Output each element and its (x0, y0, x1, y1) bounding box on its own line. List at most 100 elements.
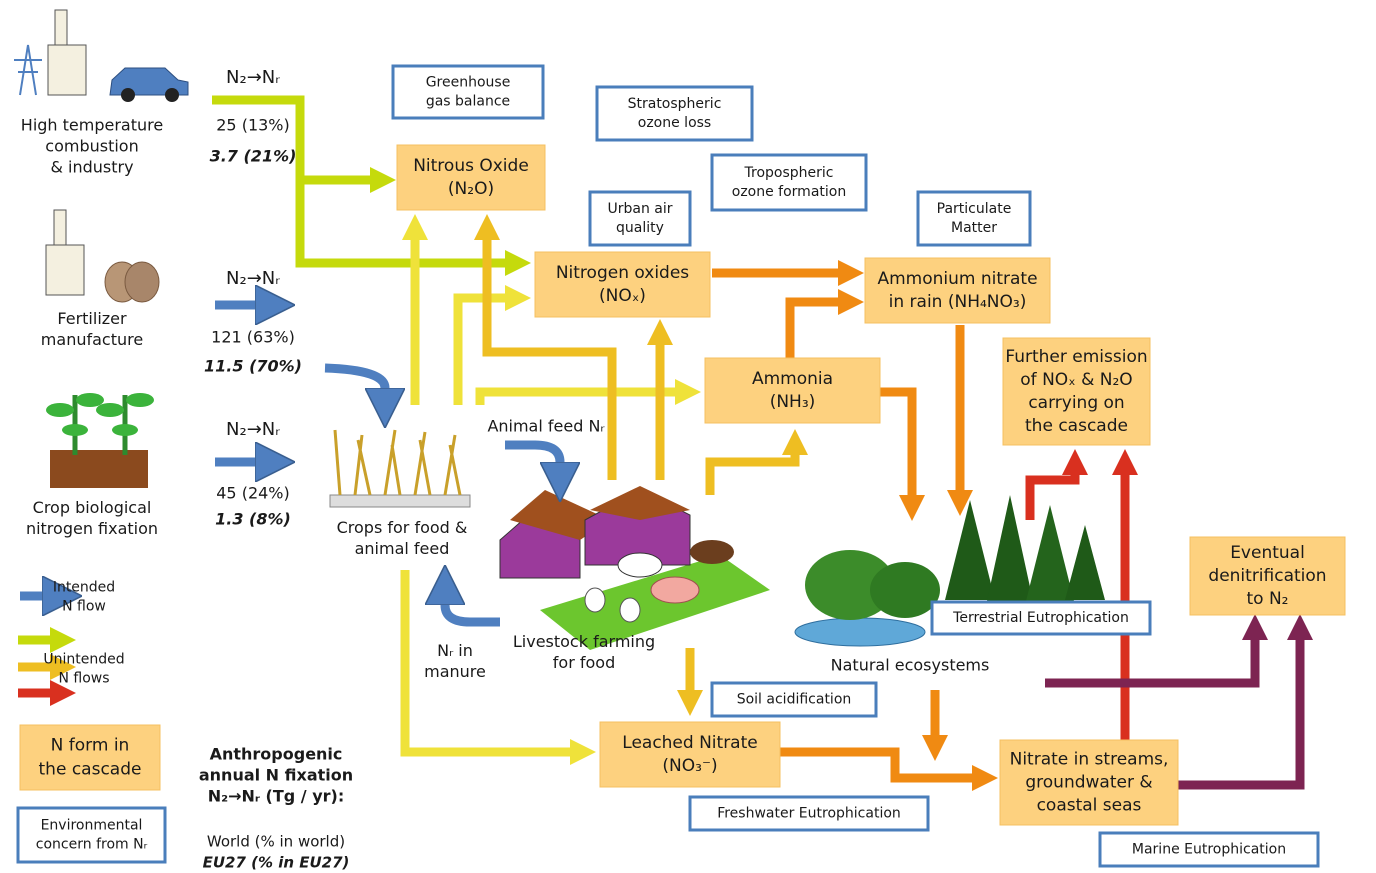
n-form-box (1002, 337, 1151, 446)
icon-shape (333, 429, 462, 496)
icon-shape (112, 424, 138, 436)
place-label: Nᵣ in (437, 641, 473, 660)
n-form-label: (NOₓ) (599, 286, 646, 306)
concern-label: ozone loss (638, 115, 711, 131)
n-form-label: the cascade (1025, 416, 1128, 436)
icon-shape (1065, 525, 1105, 600)
flow-arrow (474, 214, 617, 480)
legend-concern-label: Environmental (41, 818, 143, 834)
legend-n-form-label: the cascade (39, 760, 142, 780)
n-form-label: Eventual (1230, 543, 1305, 563)
concern-box (688, 795, 930, 832)
concern-label: Freshwater Eutrophication (717, 806, 901, 822)
concern-label: Particulate (937, 201, 1012, 217)
n-form-box (864, 257, 1051, 324)
concern-label: Tropospheric (744, 165, 834, 181)
concern-box (930, 600, 1152, 636)
flow-arrow (1178, 614, 1313, 790)
flow-arrow (505, 440, 560, 462)
footnote-title: Anthropogenic (210, 745, 343, 764)
eu27-value: 1.3 (8%) (215, 510, 291, 529)
flow-arrow (780, 747, 998, 791)
icon-shape (945, 500, 995, 600)
world-value: 25 (13%) (216, 116, 290, 135)
icon-shape (985, 495, 1035, 610)
source-label: nitrogen fixation (26, 519, 158, 538)
n-form-label: Further emission (1005, 347, 1147, 367)
icon-shape (590, 486, 690, 520)
icon-shape (14, 44, 42, 96)
place-label: for food (553, 653, 615, 672)
flow-arrow (785, 289, 864, 358)
legend-unintended: N flows (58, 671, 109, 687)
concern-label: Marine Eutrophication (1132, 842, 1286, 858)
icon-shape (47, 44, 87, 96)
icon-shape (1025, 505, 1075, 605)
n-form-box (1189, 536, 1346, 616)
flows (18, 95, 1313, 791)
source-label: Crop biological (33, 498, 152, 517)
n-form-label: Nitrate in streams, (1010, 750, 1169, 770)
concern-box (710, 681, 878, 718)
place-label: Crops for food & (337, 518, 468, 537)
flow-arrow (475, 379, 701, 405)
source-label: High temperature (21, 116, 163, 135)
source-label: Fertilizer (57, 309, 127, 328)
icon-shape (165, 88, 179, 102)
icon-shape (76, 393, 104, 407)
icon-shape (62, 424, 88, 436)
legend-n-form-label: N form in (51, 736, 130, 756)
icon-shape (50, 450, 148, 488)
place-label: manure (424, 662, 486, 681)
place-label: animal feed (355, 539, 450, 558)
concern-label: Soil acidification (737, 692, 852, 708)
concern-label: ozone formation (732, 184, 846, 200)
flow-arrow (445, 605, 500, 627)
icon-shape (121, 88, 135, 102)
place-label: Livestock farming (513, 632, 655, 651)
concern-label: gas balance (426, 94, 510, 110)
n-form-label: Leached Nitrate (622, 733, 757, 753)
icon-shape (619, 597, 641, 623)
flow-arrow (705, 429, 808, 495)
icons (14, 9, 1105, 650)
footnote-eu27: EU27 (% in EU27) (203, 854, 350, 872)
icon-shape (46, 403, 74, 417)
concern-label: quality (616, 220, 664, 236)
footnote-title: annual N fixation (199, 766, 353, 785)
fixation: N₂→Nᵣ (226, 67, 280, 88)
icon-shape (329, 494, 471, 508)
n-form-label: denitrification (1208, 566, 1326, 586)
icon-shape (126, 393, 154, 407)
legend-unintended: Unintended (43, 652, 124, 668)
flow-arrow (324, 363, 385, 388)
n-form-label: (N₂O) (448, 179, 494, 199)
n-form-label: Nitrogen oxides (556, 263, 689, 283)
concern-box (588, 190, 692, 247)
legend-intended: N flow (62, 599, 106, 615)
icon-shape (870, 562, 940, 618)
n-form-box (396, 144, 546, 211)
n-form-label: groundwater & (1025, 773, 1152, 793)
n-form-box (534, 251, 711, 318)
n-form-label: Ammonia (752, 369, 833, 389)
concern-box (916, 190, 1032, 247)
flow-arrow (400, 570, 596, 765)
n-form-box (704, 357, 881, 424)
footnote-world: World (% in world) (207, 833, 345, 851)
n-form-label: (NH₃) (770, 392, 816, 412)
legend-concern-label: concern from Nᵣ (36, 837, 148, 853)
concern-box (391, 64, 545, 120)
fixation: N₂→Nᵣ (226, 419, 280, 440)
icon-shape (584, 587, 606, 613)
icon-shape (617, 552, 663, 578)
concern-label: Stratospheric (628, 96, 722, 112)
n-form-label: in rain (NH₄NO₃) (889, 292, 1027, 312)
legend-n-form-box (19, 724, 161, 791)
eu27-value: 11.5 (70%) (204, 357, 302, 376)
icon-shape (650, 576, 700, 604)
concern-box (710, 153, 868, 212)
n-form-box (599, 721, 781, 788)
fixation: N₂→Nᵣ (226, 268, 280, 289)
